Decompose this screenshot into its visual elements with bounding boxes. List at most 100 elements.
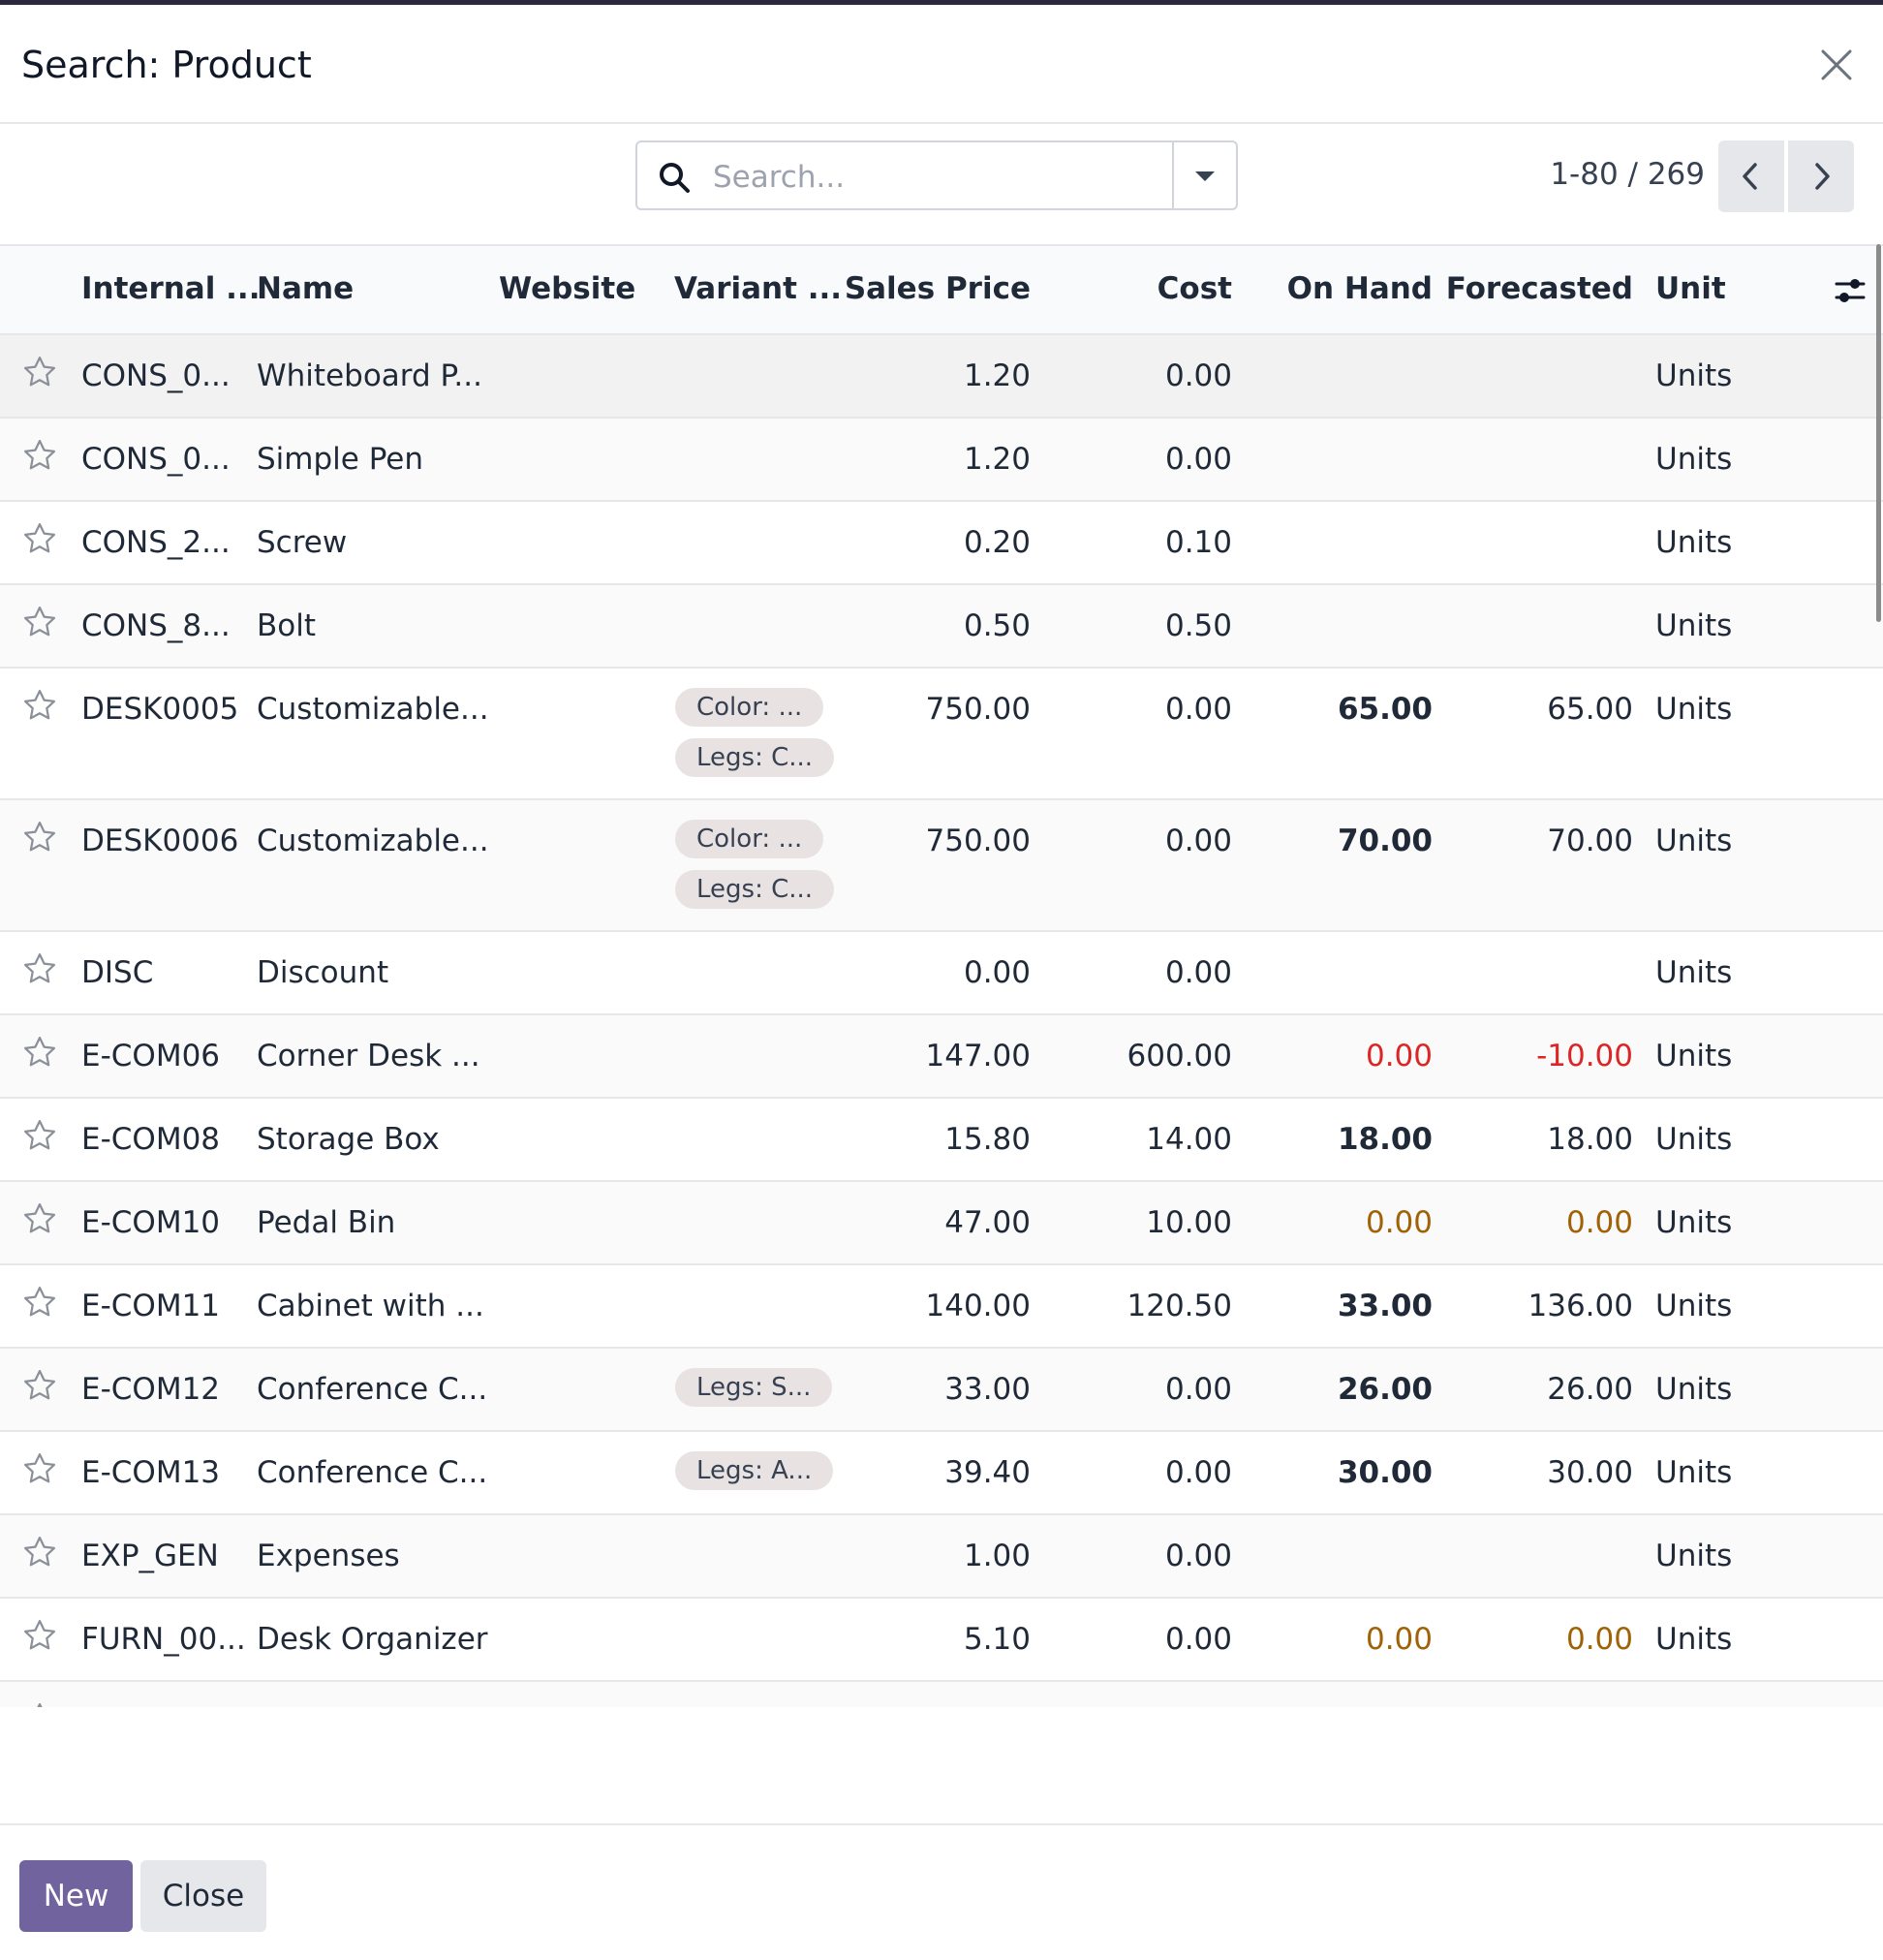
scrollbar[interactable]: [1876, 244, 1881, 622]
table-row[interactable]: DESK0005 Customizable... 750.00 0.00 65.00 65…: [0, 669, 1883, 800]
table-row[interactable]: DISC Discount 0.00 0.00 Units: [0, 932, 1883, 1015]
cell-internal-reference: FURN_00...: [81, 1622, 246, 1657]
table-row[interactable]: EXP_GEN Expenses 1.00 0.00 Units: [0, 1515, 1883, 1599]
cell-internal-reference: E-COM12: [81, 1372, 221, 1407]
table-row[interactable]: E-COM13 Conference C... 39.40 0.00 30.00 30.0…: [0, 1432, 1883, 1515]
star-icon[interactable]: [21, 1034, 58, 1071]
star-icon[interactable]: [21, 1450, 58, 1487]
star-icon[interactable]: [21, 1367, 58, 1404]
cell-name: Conference C...: [257, 1455, 488, 1490]
cell-unit: Units: [1655, 1289, 1733, 1323]
search-input[interactable]: [711, 152, 1219, 202]
table-row[interactable]: CONS_0... Simple Pen 1.20 0.00 Units: [0, 419, 1883, 502]
star-icon[interactable]: [21, 1617, 58, 1654]
cell-cost: 0.50: [1164, 608, 1232, 643]
table-row[interactable]: FURN_00... Desk Pad 1.98 0.00 0.00 0.00 Units: [0, 1682, 1883, 1707]
cell-internal-reference: E-COM13: [81, 1455, 221, 1490]
cell-cost: 0.00: [1164, 955, 1232, 990]
cell-internal-reference: E-COM10: [81, 1205, 221, 1240]
cell-internal-reference: EXP_GEN: [81, 1539, 219, 1573]
cell-forecasted: 0.00: [1565, 1622, 1633, 1657]
cell-cost: 0.00: [1164, 358, 1232, 393]
table-row[interactable]: E-COM11 Cabinet with ... 140.00 120.50 33.00…: [0, 1265, 1883, 1349]
search-options-toggle[interactable]: [1172, 142, 1236, 208]
column-website[interactable]: Website: [499, 271, 636, 306]
table-row[interactable]: E-COM12 Conference C... 33.00 0.00 26.00 26.0…: [0, 1349, 1883, 1432]
cell-unit: Units: [1655, 1372, 1733, 1407]
star-icon[interactable]: [21, 1534, 58, 1571]
star-icon[interactable]: [21, 1700, 58, 1707]
chevron-left-icon: [1743, 163, 1757, 190]
column-internal-reference[interactable]: Internal ...: [81, 271, 261, 306]
pager-next-button[interactable]: [1788, 140, 1854, 212]
star-icon[interactable]: [21, 1117, 58, 1154]
cell-cost: 600.00: [1127, 1039, 1232, 1073]
cell-internal-reference: CONS_8...: [81, 608, 231, 643]
cell-unit: Units: [1655, 358, 1733, 393]
cell-sales-price: 1.98: [964, 1705, 1031, 1707]
star-icon[interactable]: [21, 437, 58, 474]
star-icon[interactable]: [21, 819, 58, 856]
cell-forecasted: 70.00: [1547, 824, 1633, 858]
cell-sales-price: 0.20: [963, 525, 1031, 560]
cell-on-hand: 0.00: [1366, 1705, 1433, 1707]
search-icon: [657, 160, 692, 195]
cell-unit: Units: [1655, 1039, 1733, 1073]
table-row[interactable]: CONS_8... Bolt 0.50 0.50 Units: [0, 585, 1883, 669]
cell-on-hand: 0.00: [1365, 1205, 1433, 1240]
column-cost[interactable]: Cost: [1157, 271, 1232, 306]
star-icon[interactable]: [21, 604, 58, 640]
cell-name: Desk Organizer: [257, 1622, 488, 1657]
column-forecasted[interactable]: Forecasted: [1445, 271, 1633, 306]
close-icon[interactable]: [1815, 44, 1858, 86]
table-body: CONS_0... Whiteboard P... 1.20 0.00 Units CON…: [0, 335, 1883, 1707]
new-button[interactable]: New: [19, 1860, 133, 1932]
cell-sales-price: 750.00: [925, 824, 1031, 858]
cell-internal-reference: E-COM08: [81, 1122, 221, 1157]
close-button[interactable]: Close: [140, 1860, 266, 1932]
column-name[interactable]: Name: [257, 271, 355, 306]
pager-value[interactable]: 1-80 / 269: [1550, 157, 1705, 192]
table-row[interactable]: CONS_0... Whiteboard P... 1.20 0.00 Units: [0, 335, 1883, 419]
cell-cost: 14.00: [1146, 1122, 1232, 1157]
cell-name: Whiteboard P...: [257, 358, 482, 393]
variant-badge: Legs: A...: [675, 1451, 834, 1490]
cell-internal-reference: CONS_0...: [81, 358, 231, 393]
cell-on-hand: 30.00: [1337, 1455, 1433, 1490]
pager-previous-button[interactable]: [1718, 140, 1784, 212]
column-variant-values[interactable]: Variant ...: [674, 271, 843, 306]
cell-name: Customizable...: [257, 692, 489, 727]
table-row[interactable]: E-COM10 Pedal Bin 47.00 10.00 0.00 0.00 Units: [0, 1182, 1883, 1265]
cell-name: Cabinet with ...: [257, 1289, 484, 1323]
table-row[interactable]: E-COM08 Storage Box 15.80 14.00 18.00 18.00 Un…: [0, 1099, 1883, 1182]
column-settings-icon[interactable]: [1833, 273, 1868, 308]
column-on-hand[interactable]: On Hand: [1286, 271, 1433, 306]
star-icon[interactable]: [21, 1200, 58, 1237]
cell-on-hand: 70.00: [1337, 824, 1433, 858]
cell-cost: 0.00: [1164, 1539, 1232, 1573]
table-row[interactable]: CONS_2... Screw 0.20 0.10 Units: [0, 502, 1883, 585]
table-row[interactable]: FURN_00... Desk Organizer 5.10 0.00 0.00 0.00…: [0, 1599, 1883, 1682]
cell-name: Discount: [257, 955, 389, 990]
table-row[interactable]: E-COM06 Corner Desk ... 147.00 600.00 0.00 -1…: [0, 1015, 1883, 1099]
cell-name: Corner Desk ...: [257, 1039, 480, 1073]
cell-sales-price: 15.80: [944, 1122, 1031, 1157]
star-icon[interactable]: [21, 950, 58, 987]
cell-name: Bolt: [257, 608, 317, 643]
star-icon[interactable]: [21, 520, 58, 557]
table-header: Internal ... Name Website Variant ... Sa…: [0, 246, 1883, 335]
cell-sales-price: 140.00: [925, 1289, 1031, 1323]
cell-unit: Units: [1655, 824, 1733, 858]
star-icon[interactable]: [21, 687, 58, 724]
star-icon[interactable]: [21, 354, 58, 390]
cell-cost: 0.00: [1164, 442, 1232, 477]
cell-name: Customizable...: [257, 824, 489, 858]
cell-cost: 0.00: [1164, 824, 1232, 858]
column-unit[interactable]: Unit: [1655, 271, 1726, 306]
cell-unit: Units: [1655, 692, 1733, 727]
cell-name: Screw: [257, 525, 348, 560]
variant-badge: Legs: C...: [675, 738, 835, 777]
column-sales-price[interactable]: Sales Price: [844, 271, 1031, 306]
star-icon[interactable]: [21, 1284, 58, 1321]
table-row[interactable]: DESK0006 Customizable... 750.00 0.00 70.00 70…: [0, 800, 1883, 932]
